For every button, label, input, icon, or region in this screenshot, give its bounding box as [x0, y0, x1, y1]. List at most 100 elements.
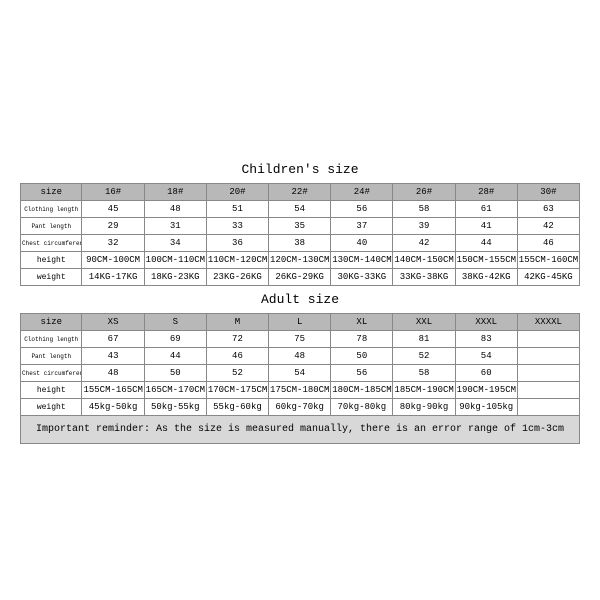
children-hdr-7: 28# — [455, 184, 517, 201]
cell: 45 — [82, 201, 144, 218]
cell: 48 — [82, 365, 144, 382]
row-label: height — [21, 382, 82, 399]
footer-row: Important reminder: As the size is measu… — [21, 416, 580, 444]
cell: 51 — [206, 201, 268, 218]
children-hdr-1: 16# — [82, 184, 144, 201]
cell: 170CM-175CM — [206, 382, 268, 399]
children-hdr-4: 22# — [269, 184, 331, 201]
cell: 48 — [269, 348, 331, 365]
cell: 155CM-160CM — [517, 252, 579, 269]
cell — [517, 348, 579, 365]
row-label: Clothing length — [21, 201, 82, 218]
cell: 42 — [393, 235, 455, 252]
adult-hdr-2: S — [144, 314, 206, 331]
table-row: Pant length 43 44 46 48 50 52 54 — [21, 348, 580, 365]
cell: 46 — [517, 235, 579, 252]
cell: 26KG-29KG — [269, 269, 331, 286]
cell: 54 — [269, 201, 331, 218]
cell: 190CM-195CM — [455, 382, 517, 399]
cell: 40 — [331, 235, 393, 252]
row-label: Clothing length — [21, 331, 82, 348]
cell: 72 — [206, 331, 268, 348]
children-hdr-0: size — [21, 184, 82, 201]
footer-text: Important reminder: As the size is measu… — [21, 416, 580, 444]
cell — [517, 331, 579, 348]
size-table: Children's size size 16# 18# 20# 22# 24#… — [20, 156, 580, 444]
cell: 155CM-165CM — [82, 382, 144, 399]
cell: 58 — [393, 365, 455, 382]
adult-title: Adult size — [21, 286, 580, 314]
cell: 100CM-110CM — [144, 252, 206, 269]
cell: 63 — [517, 201, 579, 218]
cell: 32 — [82, 235, 144, 252]
table-row: Chest circumference 1/2 48 50 52 54 56 5… — [21, 365, 580, 382]
cell: 50 — [331, 348, 393, 365]
cell: 38KG-42KG — [455, 269, 517, 286]
cell: 56 — [331, 201, 393, 218]
cell: 39 — [393, 218, 455, 235]
cell: 45kg-50kg — [82, 399, 144, 416]
table-row: height 90CM-100CM 100CM-110CM 110CM-120C… — [21, 252, 580, 269]
cell: 67 — [82, 331, 144, 348]
cell: 185CM-190CM — [393, 382, 455, 399]
cell: 54 — [455, 348, 517, 365]
cell: 31 — [144, 218, 206, 235]
cell: 50 — [144, 365, 206, 382]
adult-hdr-7: XXXL — [455, 314, 517, 331]
cell: 180CM-185CM — [331, 382, 393, 399]
children-hdr-5: 24# — [331, 184, 393, 201]
cell: 36 — [206, 235, 268, 252]
children-hdr-3: 20# — [206, 184, 268, 201]
table-row: Clothing length 45 48 51 54 56 58 61 63 — [21, 201, 580, 218]
cell: 46 — [206, 348, 268, 365]
cell: 165CM-170CM — [144, 382, 206, 399]
adult-hdr-5: XL — [331, 314, 393, 331]
cell: 38 — [269, 235, 331, 252]
table-row: Pant length 29 31 33 35 37 39 41 42 — [21, 218, 580, 235]
children-header-row: size 16# 18# 20# 22# 24# 26# 28# 30# — [21, 184, 580, 201]
size-chart-container: Children's size size 16# 18# 20# 22# 24#… — [20, 156, 580, 444]
cell: 50kg-55kg — [144, 399, 206, 416]
table-row: Clothing length 67 69 72 75 78 81 83 — [21, 331, 580, 348]
cell: 29 — [82, 218, 144, 235]
cell: 175CM-180CM — [269, 382, 331, 399]
cell: 60 — [455, 365, 517, 382]
cell: 55kg-60kg — [206, 399, 268, 416]
cell: 43 — [82, 348, 144, 365]
cell: 70kg-80kg — [331, 399, 393, 416]
cell: 83 — [455, 331, 517, 348]
cell: 60kg-70kg — [269, 399, 331, 416]
cell: 30KG-33KG — [331, 269, 393, 286]
cell: 61 — [455, 201, 517, 218]
adult-hdr-4: L — [269, 314, 331, 331]
cell: 23KG-26KG — [206, 269, 268, 286]
cell: 69 — [144, 331, 206, 348]
cell — [517, 399, 579, 416]
cell: 150CM-155CM — [455, 252, 517, 269]
table-row: height 155CM-165CM 165CM-170CM 170CM-175… — [21, 382, 580, 399]
cell: 41 — [455, 218, 517, 235]
adult-hdr-3: M — [206, 314, 268, 331]
cell: 78 — [331, 331, 393, 348]
children-title-row: Children's size — [21, 156, 580, 184]
cell: 42 — [517, 218, 579, 235]
cell: 42KG-45KG — [517, 269, 579, 286]
cell: 81 — [393, 331, 455, 348]
cell: 44 — [455, 235, 517, 252]
cell: 33 — [206, 218, 268, 235]
children-hdr-6: 26# — [393, 184, 455, 201]
cell: 54 — [269, 365, 331, 382]
row-label: Pant length — [21, 218, 82, 235]
cell: 48 — [144, 201, 206, 218]
row-label: weight — [21, 269, 82, 286]
cell: 130CM-140CM — [331, 252, 393, 269]
row-label: weight — [21, 399, 82, 416]
cell: 56 — [331, 365, 393, 382]
cell: 80kg-90kg — [393, 399, 455, 416]
adult-hdr-8: XXXXL — [517, 314, 579, 331]
cell: 110CM-120CM — [206, 252, 268, 269]
children-hdr-8: 30# — [517, 184, 579, 201]
cell: 18KG-23KG — [144, 269, 206, 286]
adult-hdr-1: XS — [82, 314, 144, 331]
row-label: Chest circumference 1/2 — [21, 235, 82, 252]
